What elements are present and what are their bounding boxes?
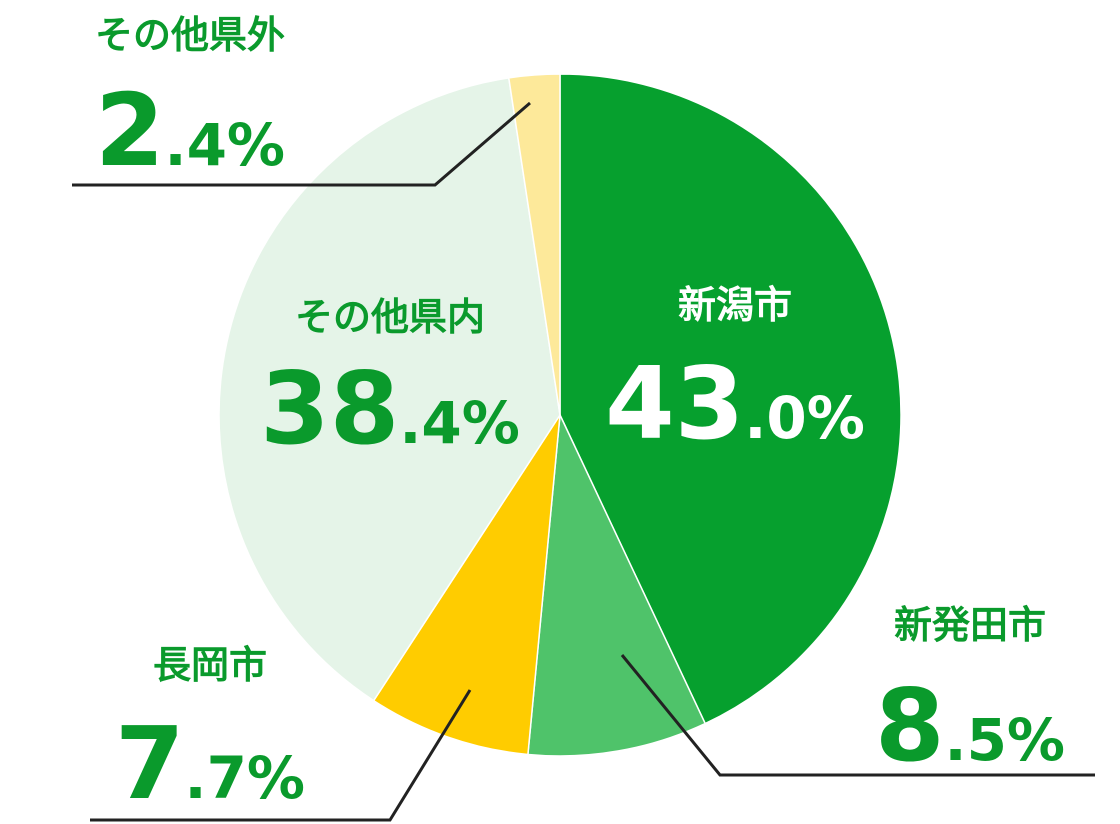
value-label-integer: 2 bbox=[95, 72, 165, 189]
value-label-decimal: .5% bbox=[945, 706, 1066, 774]
value-label: 7.7% bbox=[115, 705, 305, 822]
value-label-decimal: .4% bbox=[165, 111, 286, 179]
leader-line bbox=[620, 654, 1095, 777]
pie-slice bbox=[372, 414, 561, 756]
pie-slice bbox=[527, 412, 707, 757]
value-label-integer: 8 bbox=[875, 667, 945, 784]
slice-name: 長岡市 bbox=[153, 643, 267, 687]
value-label: 2.4% bbox=[95, 72, 285, 189]
slice-name: その他県内 bbox=[295, 295, 485, 339]
value-label: 43.0% bbox=[605, 345, 865, 462]
pie-slice bbox=[218, 77, 561, 702]
leader-line bbox=[90, 689, 472, 822]
value-label-integer: 7 bbox=[115, 705, 185, 822]
slice-name: その他県外 bbox=[95, 13, 285, 57]
pie-slice bbox=[559, 73, 902, 725]
value-label-decimal: .7% bbox=[185, 744, 306, 812]
value-label-integer: 43 bbox=[605, 345, 744, 462]
leader-line bbox=[72, 101, 531, 187]
slice-name: 新発田市 bbox=[894, 603, 1046, 647]
value-label-integer: 38 bbox=[260, 350, 399, 467]
value-label-decimal: .0% bbox=[744, 384, 865, 452]
pie-slice bbox=[507, 73, 561, 416]
value-label-decimal: .4% bbox=[399, 389, 520, 457]
slice-name: 新潟市 bbox=[678, 283, 792, 327]
value-label: 38.4% bbox=[260, 350, 520, 467]
value-label: 8.5% bbox=[875, 667, 1065, 784]
